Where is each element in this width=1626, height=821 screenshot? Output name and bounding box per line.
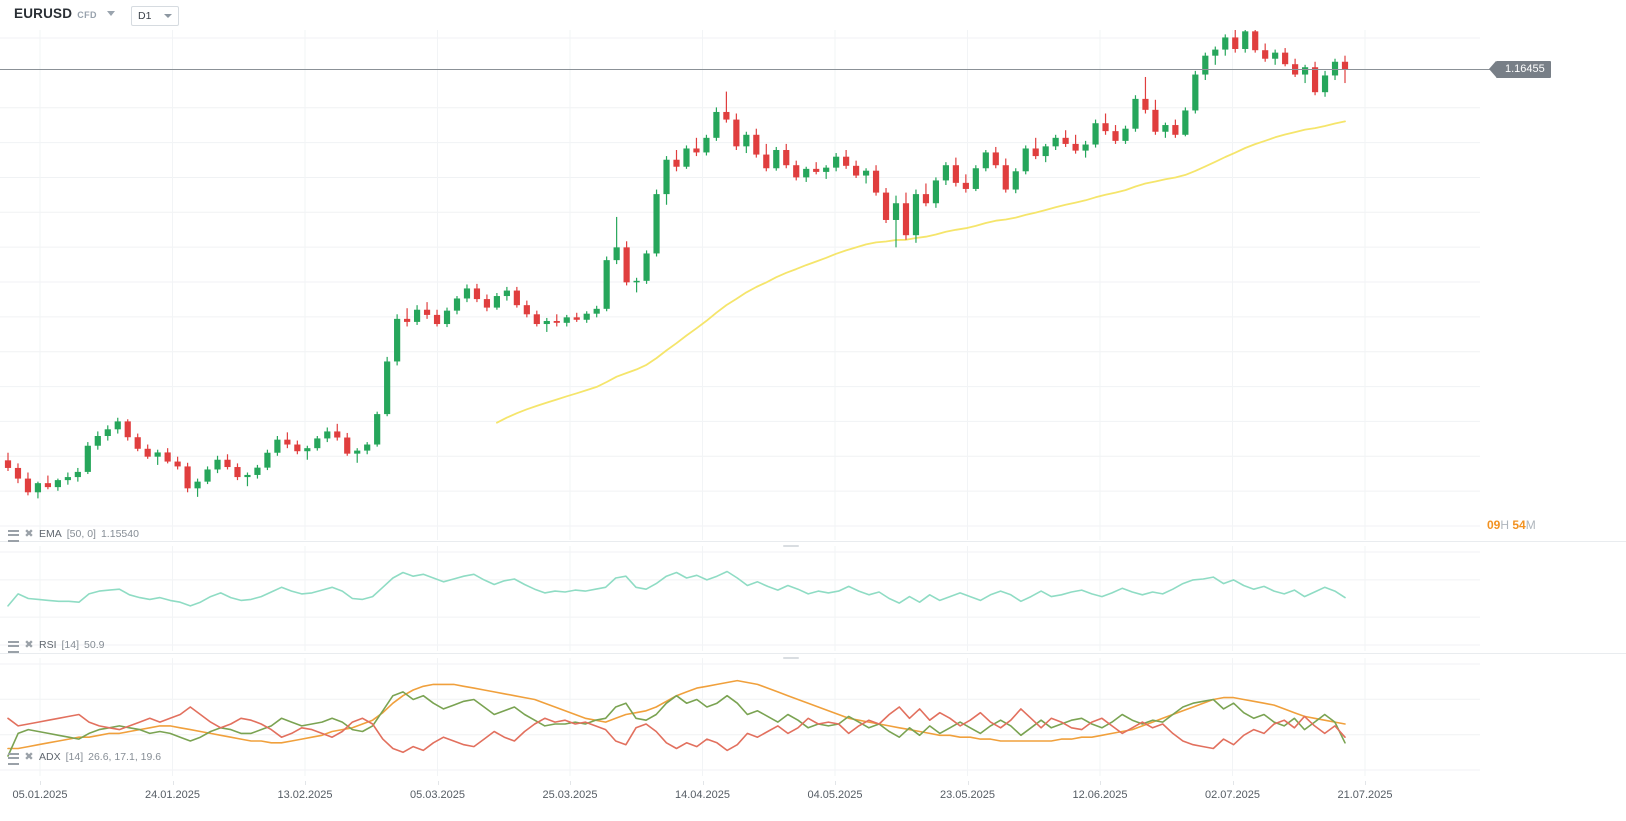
time-axis-tick xyxy=(40,781,41,785)
ema-legend-name: EMA xyxy=(39,528,62,540)
current-price-badge[interactable]: 1.16455 xyxy=(1489,60,1551,78)
rsi-legend-params: [14] xyxy=(61,639,80,651)
time-axis-tick xyxy=(702,781,704,785)
ema-legend-value: 1.15540 xyxy=(100,528,139,540)
time-axis-tick xyxy=(1232,781,1234,785)
time-axis-label: 23.05.2025 xyxy=(939,789,996,801)
time-axis-label: 14.04.2025 xyxy=(674,789,731,801)
time-axis-label: 05.03.2025 xyxy=(409,789,466,801)
chart-toolbar: EURUSD CFD D1 xyxy=(0,0,1626,30)
symbol-name: EURUSD xyxy=(14,6,73,21)
chevron-down-icon[interactable] xyxy=(106,11,115,16)
close-icon[interactable]: ✖ xyxy=(24,639,34,651)
time-axis-label: 05.01.2025 xyxy=(12,789,68,801)
countdown-minutes-unit: M xyxy=(1525,518,1536,532)
time-axis[interactable]: 05.01.2025 24.01.2025 13.02.2025 05.03.2025… xyxy=(0,781,1626,821)
time-axis-tick xyxy=(1100,781,1101,785)
rsi-legend-name: RSI xyxy=(39,639,57,651)
pane-divider xyxy=(0,541,1626,542)
close-icon[interactable]: ✖ xyxy=(24,528,34,540)
list-icon[interactable] xyxy=(8,640,19,653)
timeframe-label: D1 xyxy=(138,10,152,22)
time-axis-tick xyxy=(305,781,306,785)
time-axis-tick xyxy=(1365,781,1366,785)
time-axis-label: 12.06.2025 xyxy=(1072,789,1128,801)
countdown-minutes: 54 xyxy=(1512,518,1526,532)
time-axis-label: 24.01.2025 xyxy=(144,789,201,801)
time-axis-label: 13.02.2025 xyxy=(277,789,333,801)
time-axis-tick xyxy=(437,781,439,785)
ema-legend-params: [50, 0] xyxy=(66,528,96,540)
close-icon[interactable]: ✖ xyxy=(24,751,34,763)
time-axis-tick xyxy=(835,781,836,785)
time-axis-tick xyxy=(570,781,571,785)
countdown-hours-unit: H xyxy=(1500,518,1510,532)
price-plot[interactable] xyxy=(0,30,1480,540)
adx-legend-name: ADX xyxy=(39,751,61,763)
rsi-legend-value: 50.9 xyxy=(84,639,105,651)
time-axis-tick xyxy=(967,781,969,785)
bar-countdown-timer: 09H 54M xyxy=(1487,518,1536,532)
current-price-line xyxy=(0,69,1500,71)
time-axis-label: 02.07.2025 xyxy=(1204,789,1261,801)
adx-plot[interactable] xyxy=(0,658,1480,776)
list-icon[interactable] xyxy=(8,529,19,542)
indicator-legend-ema[interactable]: ✖ EMA [50, 0] 1.15540 xyxy=(8,528,139,542)
timeframe-selector[interactable]: D1 xyxy=(131,6,179,26)
pane-resize-handle[interactable] xyxy=(783,657,799,659)
rsi-pane[interactable]: 100.070.030.00.0 xyxy=(0,546,1626,651)
time-axis-label: 04.05.2025 xyxy=(807,789,863,801)
adx-legend-params: [14] xyxy=(65,751,84,763)
chevron-down-icon[interactable] xyxy=(164,14,172,18)
pane-divider xyxy=(0,653,1626,654)
time-axis-label: 21.07.2025 xyxy=(1337,789,1393,801)
list-icon[interactable] xyxy=(8,752,19,765)
rsi-plot[interactable] xyxy=(0,546,1480,651)
countdown-hours: 09 xyxy=(1487,518,1501,532)
indicator-legend-rsi[interactable]: ✖ RSI [14] 50.9 xyxy=(8,639,105,653)
time-axis-tick xyxy=(172,781,174,785)
adx-legend-value: 26.6, 17.1, 19.6 xyxy=(88,751,162,763)
indicator-legend-adx[interactable]: ✖ ADX [14] 26.6, 17.1, 19.6 xyxy=(8,751,162,765)
adx-pane[interactable]: 58.840.121.32.6 xyxy=(0,658,1626,776)
symbol-selector[interactable]: EURUSD CFD xyxy=(14,6,115,21)
symbol-kind: CFD xyxy=(77,10,97,20)
time-axis-label: 25.03.2025 xyxy=(542,789,598,801)
price-pane[interactable]: 1.174811.151891.140441.128981.117521.106… xyxy=(0,30,1626,540)
pane-resize-handle[interactable] xyxy=(783,545,799,547)
